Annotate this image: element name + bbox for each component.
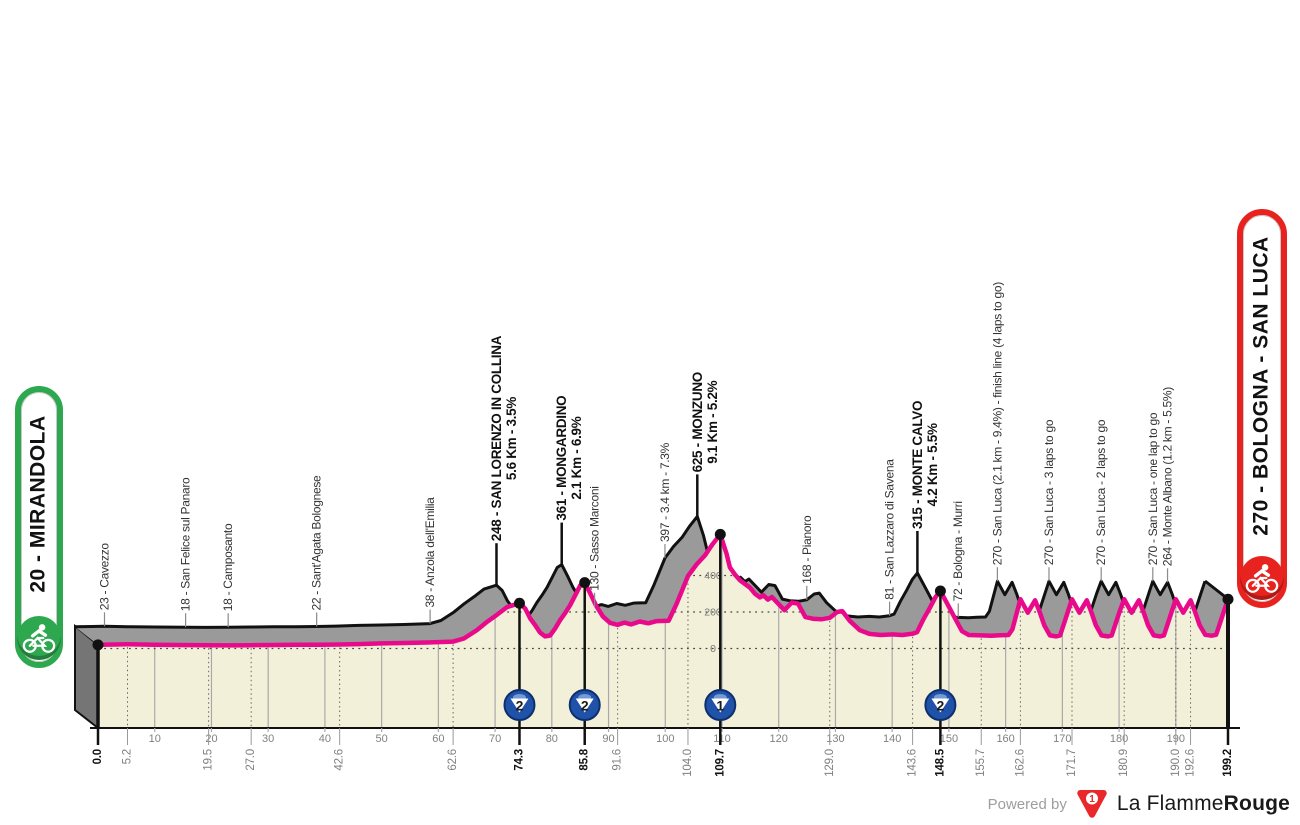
waypoint-dot [579,577,591,589]
waypoint-label: 361 - MONGARDINO [554,396,569,521]
waypoint-label: 130 - Sasso Marconi [588,486,602,590]
distance-axis: 10 20 30 40 50 60 70 80 90 100 110 120 130 140 150 160 1… [90,727,1240,745]
axis-tick-label: 10 [149,733,161,745]
axis-tick-label: 180 [1110,733,1128,745]
la-flamme-rouge-logo-icon: 1 [1077,790,1107,818]
axis-tick-label: 110 [713,733,731,745]
waypoint-km-label: 129.0 [824,749,836,777]
axis-tick-label: 70 [489,733,501,745]
axis-tick-label: 140 [883,733,901,745]
waypoint-km-label: 171.7 [1066,749,1078,777]
waypoint-climb-stats: 4.2 Km - 5.5% [925,423,940,506]
axis-tick-label: 50 [376,733,388,745]
svg-text:400: 400 [704,570,722,582]
waypoint-km-label: 74.3 [513,749,525,771]
axis-tick-label: 80 [546,733,558,745]
waypoint-dot [92,639,104,651]
waypoint-label: 625 - MONZUNO [690,372,705,472]
waypoint-label: 248 - SAN LORENZO IN COLLINA [489,335,504,541]
waypoint-km-label: 62.6 [447,749,459,771]
axis-tick-label: 90 [602,733,614,745]
waypoint-km-label: 180.9 [1118,749,1130,777]
waypoint-dot [1222,593,1234,605]
waypoint-label: 81 - San Lazzaro di Savena [883,459,897,600]
start-badge-label: 20 - MIRANDOLA [27,415,50,593]
footer-branding: Powered by 1 La FlammeRouge [988,784,1290,824]
waypoint-dot [513,597,525,609]
axis-tick-label: 130 [826,733,844,745]
finish-badge-label: 270 - BOLOGNA - SAN LUCA [1250,235,1274,536]
waypoint-label: 264 - Monte Albano (1.2 km - 5.5%) [1161,387,1175,567]
logo-number: 1 [1089,794,1095,805]
waypoint-km-label: 143.6 [907,749,919,777]
waypoint-label: 18 - Camposanto [221,523,235,611]
waypoint-dot [714,528,726,540]
climb-category-badge: 2 [503,689,536,721]
waypoint-km-label: 42.6 [334,749,346,771]
climb-category-number: 1 [716,698,724,714]
elevation-axis-labels: 0 200 400 [704,570,722,655]
waypoints: 0.0 5.2 23 - Cavezzo 19.5 18 - San Felice su… [92,282,1234,777]
waypoint-km-label: 104.0 [682,749,694,777]
climb-category-number: 2 [581,698,589,714]
axis-tick-label: 150 [940,733,958,745]
cyclist-icon [22,624,56,653]
axis-tick-label: 120 [770,733,788,745]
svg-text:0: 0 [710,643,716,655]
brand-wordmark: La FlammeRouge [1116,792,1290,815]
waypoint-km-label: 19.5 [203,749,215,771]
waypoint-label: 72 - Bologna - Murri [951,501,965,601]
axis-tick-label: 30 [262,733,274,745]
start-badge: 20 - MIRANDOLA [15,386,63,668]
waypoint-km-label: 0.0 [92,749,104,764]
axis-tick-label: 160 [996,733,1014,745]
svg-text:200: 200 [704,606,722,618]
waypoint-km-label: 155.7 [975,749,987,777]
waypoint-label: 397 - 3.4 km - 7.3% [658,442,672,542]
axis-tick-label: 170 [1053,733,1071,745]
waypoint-label: 270 - San Luca - 3 laps to go [1042,419,1056,565]
powered-by-label: Powered by [987,795,1067,813]
cyclist-icon [1245,564,1279,593]
axis-tick-label: 40 [319,733,331,745]
waypoint-km-label: 5.2 [121,749,133,764]
waypoint-km-label: 85.8 [579,748,591,770]
waypoint-climb-stats: 2.1 Km - 6.9% [569,416,584,499]
waypoint-label: 270 - San Luca - 2 laps to go [1094,419,1108,565]
waypoint-label: 315 - MONTE CALVO [910,401,925,529]
finish-badge: 270 - BOLOGNA - SAN LUCA [1237,209,1287,608]
waypoint-label: 18 - San Felice sul Panaro [179,477,193,611]
waypoint-km-label: 192.6 [1185,749,1197,777]
waypoint-km-label: 190.0 [1170,749,1182,777]
waypoint-dot [934,585,946,597]
finish-badge-circle [1240,556,1284,600]
axis-tick-label: 60 [432,733,444,745]
waypoint-km-label: 162.6 [1014,749,1026,777]
waypoint-label: 23 - Cavezzo [97,543,111,611]
waypoint-label: 38 - Anzola dell'Emilia [423,497,437,608]
climb-category-badge: 2 [568,689,601,721]
waypoint-climb-stats: 5.6 Km - 3.5% [504,397,519,480]
climb-category-badge: 2 [924,689,957,721]
waypoint-km-label: 199.2 [1222,749,1234,777]
start-badge-circle [17,616,61,660]
waypoint-km-label: 27.0 [245,749,257,771]
waypoint-km-label: 109.7 [714,749,726,777]
waypoint-climb-stats: 9.1 Km - 5.2% [705,380,720,463]
climb-category-number: 2 [516,698,524,714]
waypoint-km-label: 91.6 [612,749,624,771]
axis-tick-label: 100 [656,733,674,745]
waypoint-km-label: 148.5 [934,748,946,777]
waypoint-label: 270 - San Luca - one lap to go [1146,412,1160,565]
waypoint-label: 270 - San Luca (2.1 km - 9.4%) - finish … [990,282,1004,565]
climb-category-number: 2 [936,698,944,714]
waypoint-label: 168 - Pianoro [800,515,814,584]
climb-category-badge: 1 [704,689,737,721]
axis-tick-label: 20 [205,733,217,745]
waypoint-label: 22 - Sant'Agata Bolognese [310,475,324,611]
